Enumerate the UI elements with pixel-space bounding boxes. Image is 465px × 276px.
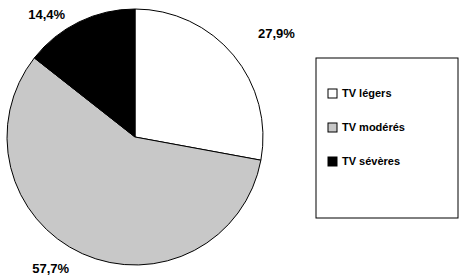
legend-label: TV modérés bbox=[342, 121, 405, 133]
data-label: 14,4% bbox=[28, 7, 65, 22]
legend-label: TV légers bbox=[342, 87, 392, 99]
data-label: 57,7% bbox=[32, 261, 69, 276]
legend-box bbox=[316, 58, 458, 218]
legend-swatch bbox=[328, 89, 337, 98]
pie-slice bbox=[34, 9, 135, 137]
pie bbox=[7, 9, 263, 265]
pie-slice bbox=[135, 9, 263, 160]
legend-swatch bbox=[328, 157, 337, 166]
data-label: 27,9% bbox=[258, 26, 295, 41]
legend-item: TV modérés bbox=[328, 121, 405, 133]
legend-label: TV sévères bbox=[342, 155, 400, 167]
legend-swatch bbox=[328, 123, 337, 132]
data-labels: 27,9% 57,7% 14,4% bbox=[28, 7, 295, 276]
chart: 27,9% 57,7% 14,4% TV légers TV modérés TV sév… bbox=[0, 0, 465, 276]
legend-item: TV sévères bbox=[328, 155, 400, 167]
legend: TV légers TV modérés TV sévères bbox=[316, 58, 458, 218]
legend-item: TV légers bbox=[328, 87, 392, 99]
